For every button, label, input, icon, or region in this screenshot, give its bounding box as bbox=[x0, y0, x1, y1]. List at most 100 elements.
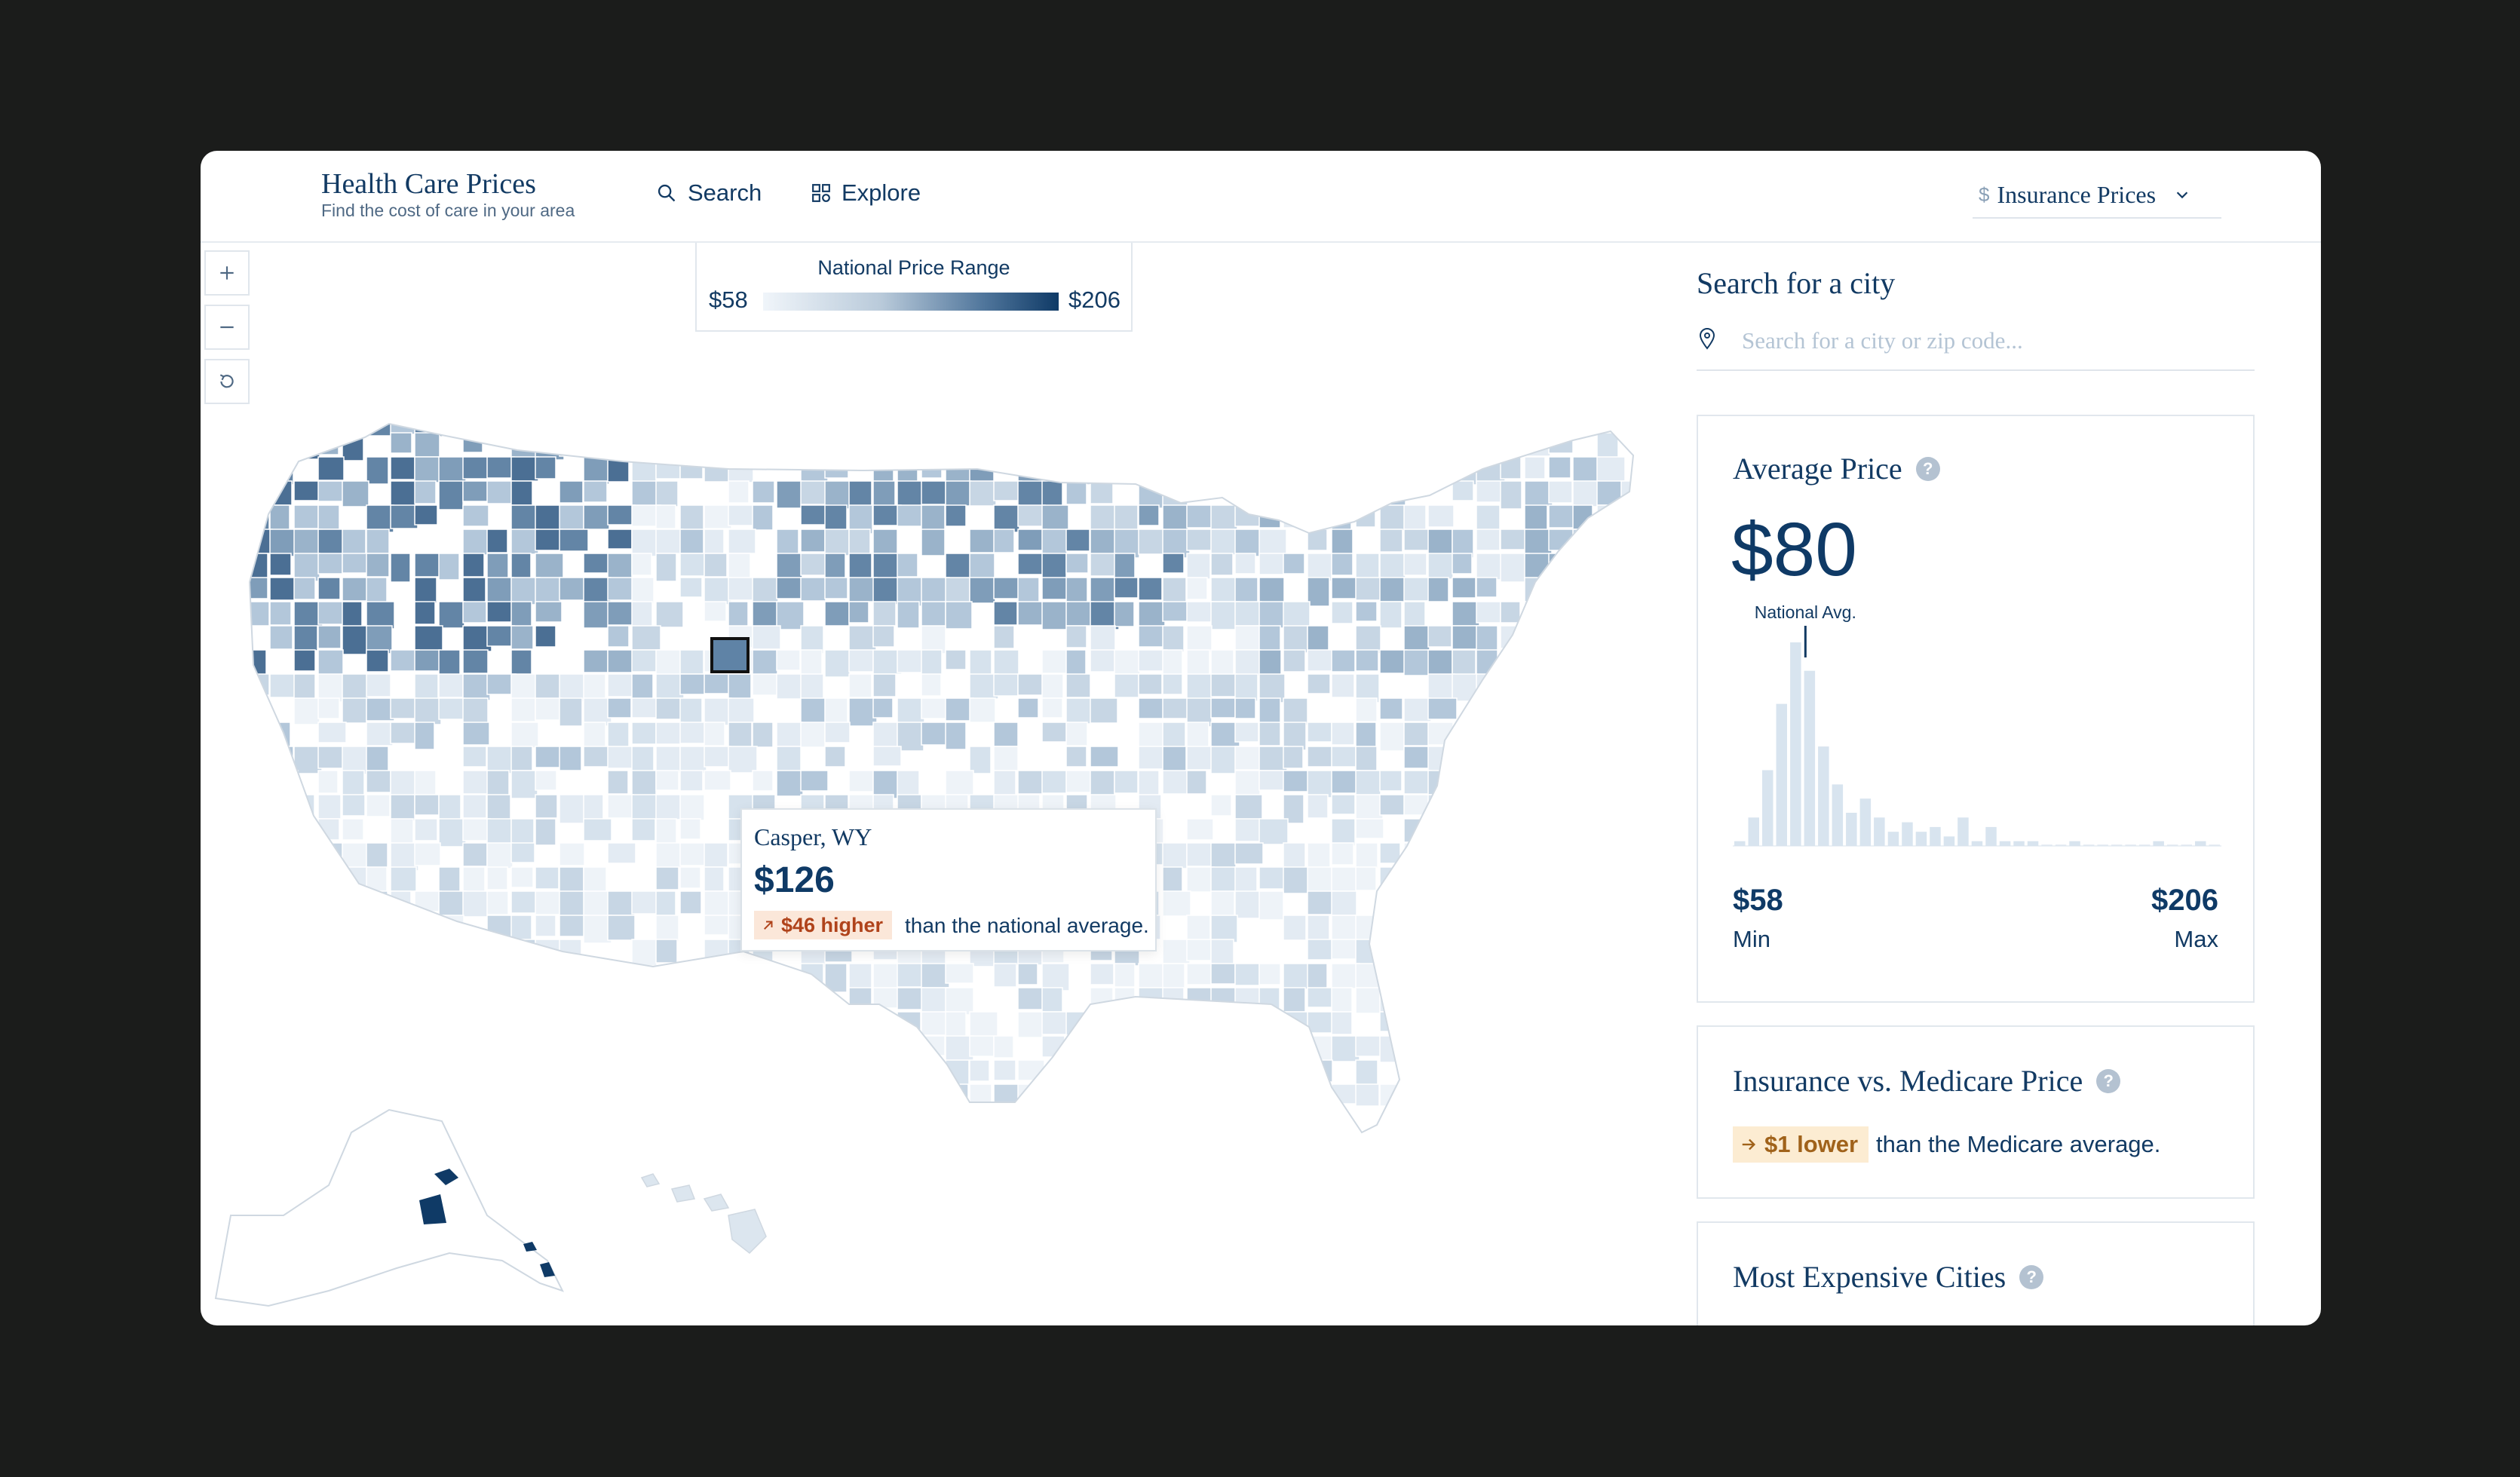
county-shape[interactable] bbox=[704, 409, 731, 431]
county-shape[interactable] bbox=[655, 890, 676, 919]
county-shape[interactable] bbox=[317, 553, 343, 575]
county-shape[interactable] bbox=[607, 794, 634, 819]
county-shape[interactable] bbox=[317, 480, 345, 502]
county-shape[interactable] bbox=[921, 697, 949, 719]
county-shape[interactable] bbox=[824, 697, 848, 727]
county-shape[interactable] bbox=[293, 1059, 317, 1081]
county-shape[interactable] bbox=[1331, 529, 1354, 555]
county-shape[interactable] bbox=[486, 456, 515, 479]
county-shape[interactable] bbox=[1355, 456, 1383, 485]
county-shape[interactable] bbox=[535, 818, 556, 846]
county-shape[interactable] bbox=[342, 770, 365, 798]
county-shape[interactable] bbox=[607, 529, 633, 550]
county-shape[interactable] bbox=[317, 746, 345, 769]
county-shape[interactable] bbox=[897, 1083, 925, 1114]
county-shape[interactable] bbox=[1403, 842, 1427, 872]
county-shape[interactable] bbox=[317, 842, 345, 866]
county-shape[interactable] bbox=[317, 1035, 345, 1062]
county-shape[interactable] bbox=[1620, 939, 1642, 964]
county-shape[interactable] bbox=[631, 529, 659, 557]
county-shape[interactable] bbox=[510, 529, 539, 555]
county-shape[interactable] bbox=[1452, 409, 1474, 436]
county-shape[interactable] bbox=[1258, 1059, 1283, 1087]
county-shape[interactable] bbox=[1620, 697, 1643, 727]
county-shape[interactable] bbox=[414, 625, 443, 653]
county-shape[interactable] bbox=[1476, 1083, 1501, 1114]
county-shape[interactable] bbox=[1017, 1011, 1045, 1038]
county-shape[interactable] bbox=[1403, 722, 1431, 746]
county-shape[interactable] bbox=[1065, 722, 1088, 746]
county-shape[interactable] bbox=[1476, 939, 1498, 964]
county-shape[interactable] bbox=[631, 770, 657, 798]
county-shape[interactable] bbox=[414, 770, 437, 798]
county-shape[interactable] bbox=[414, 504, 438, 526]
county-shape[interactable] bbox=[510, 480, 533, 506]
county-shape[interactable] bbox=[1234, 842, 1264, 865]
county-shape[interactable] bbox=[752, 673, 779, 696]
county-shape[interactable] bbox=[679, 987, 705, 1011]
county-shape[interactable] bbox=[486, 529, 508, 553]
county-shape[interactable] bbox=[1524, 1059, 1547, 1081]
county-shape[interactable] bbox=[583, 1059, 609, 1089]
county-shape[interactable] bbox=[655, 529, 684, 554]
county-shape[interactable] bbox=[1065, 697, 1094, 725]
county-shape[interactable] bbox=[1427, 529, 1453, 558]
county-shape[interactable] bbox=[1548, 1083, 1571, 1105]
county-shape[interactable] bbox=[462, 963, 489, 989]
county-shape[interactable] bbox=[1283, 480, 1308, 504]
county-shape[interactable] bbox=[559, 746, 582, 771]
county-shape[interactable] bbox=[342, 697, 367, 724]
county-shape[interactable] bbox=[1162, 673, 1183, 695]
county-shape[interactable] bbox=[848, 649, 874, 673]
county-shape[interactable] bbox=[462, 1083, 492, 1112]
county-shape[interactable] bbox=[1524, 409, 1554, 429]
county-shape[interactable] bbox=[679, 673, 708, 695]
county-shape[interactable] bbox=[246, 746, 270, 769]
county-shape[interactable] bbox=[1331, 722, 1355, 746]
county-shape[interactable] bbox=[1138, 722, 1166, 750]
county-shape[interactable] bbox=[1114, 553, 1136, 581]
zoom-in-button[interactable] bbox=[204, 250, 250, 296]
county-shape[interactable] bbox=[1017, 480, 1044, 509]
county-shape[interactable] bbox=[872, 1059, 894, 1083]
county-shape[interactable] bbox=[1476, 963, 1505, 989]
county-shape[interactable] bbox=[366, 987, 393, 1011]
county-shape[interactable] bbox=[414, 1059, 443, 1086]
county-shape[interactable] bbox=[269, 866, 293, 890]
county-shape[interactable] bbox=[535, 529, 563, 551]
county-shape[interactable] bbox=[486, 577, 514, 605]
county-shape[interactable] bbox=[1065, 649, 1087, 676]
county-shape[interactable] bbox=[1403, 1035, 1429, 1057]
county-shape[interactable] bbox=[1041, 529, 1068, 558]
county-shape[interactable] bbox=[559, 939, 582, 961]
county-shape[interactable] bbox=[246, 890, 269, 918]
county-shape[interactable] bbox=[438, 601, 465, 629]
county-shape[interactable] bbox=[342, 601, 363, 629]
county-shape[interactable] bbox=[1620, 1059, 1649, 1086]
county-shape[interactable] bbox=[1620, 529, 1646, 553]
county-shape[interactable] bbox=[1524, 746, 1550, 772]
county-shape[interactable] bbox=[1114, 1035, 1136, 1060]
county-shape[interactable] bbox=[1572, 939, 1602, 964]
county-shape[interactable] bbox=[535, 987, 558, 1015]
county-shape[interactable] bbox=[1307, 722, 1332, 743]
county-shape[interactable] bbox=[1548, 963, 1571, 988]
county-shape[interactable] bbox=[1355, 553, 1380, 581]
county-shape[interactable] bbox=[390, 432, 412, 454]
county-shape[interactable] bbox=[776, 480, 803, 509]
county-shape[interactable] bbox=[246, 504, 270, 532]
county-shape[interactable] bbox=[1548, 480, 1573, 504]
county-shape[interactable] bbox=[1355, 842, 1378, 869]
county-shape[interactable] bbox=[342, 480, 369, 507]
county-shape[interactable] bbox=[414, 649, 441, 672]
county-shape[interactable] bbox=[342, 890, 363, 919]
county-shape[interactable] bbox=[1355, 866, 1377, 891]
county-shape[interactable] bbox=[246, 915, 274, 944]
county-shape[interactable] bbox=[1379, 409, 1404, 431]
county-shape[interactable] bbox=[607, 1035, 636, 1059]
nav-search[interactable]: Search bbox=[656, 179, 762, 207]
county-shape[interactable] bbox=[1210, 409, 1234, 433]
county-shape[interactable] bbox=[293, 818, 320, 847]
county-shape[interactable] bbox=[704, 601, 727, 622]
county-shape[interactable] bbox=[848, 601, 869, 624]
